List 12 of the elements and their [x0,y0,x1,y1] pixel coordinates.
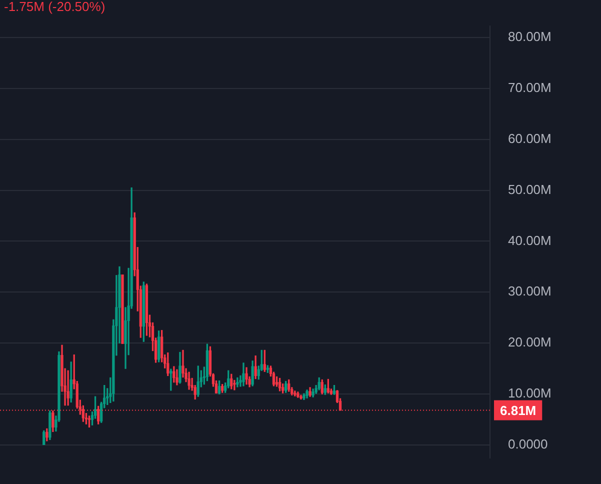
y-tick-label: 70.00M [508,80,552,96]
ref-line-label: 6.81M [500,402,536,418]
candlestick [66,370,70,406]
text: -1.75M (-20.50%) [4,0,106,14]
y-tick-label: 20.00M [508,334,552,350]
y-tick-label: 50.00M [508,182,552,197]
y-tick-label: 0.0000 [508,436,548,452]
y-tick-label: 40.00M [508,232,552,248]
y-tick-label: 10.00M [508,386,552,401]
y-tick-label: 30.00M [508,284,552,299]
y-tick-label: 80.00M [508,29,552,44]
y-tick-label: 60.00M [508,130,552,146]
